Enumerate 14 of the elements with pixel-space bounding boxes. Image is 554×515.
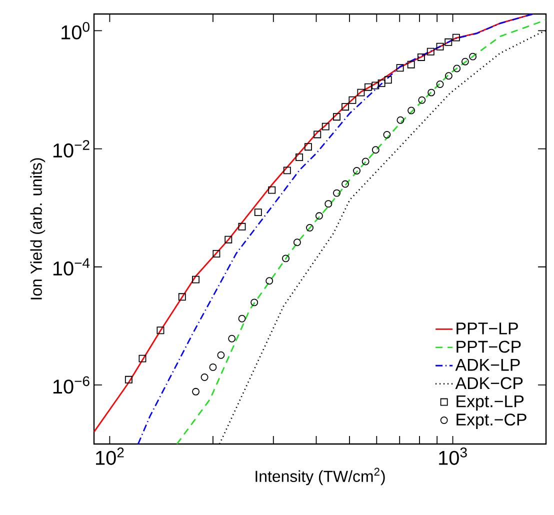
- legend-label: Expt.−CP: [456, 414, 526, 429]
- x-tick-label: 10$^{2}$: [96, 448, 124, 465]
- legend-label: ADK−LP: [455, 359, 520, 371]
- y-tick-label: 10$^{0}$: [62, 22, 90, 40]
- x-axis-title: Intensity (TW/cm$^{2}$): [256, 468, 385, 486]
- legend-label: PPT−LP: [456, 322, 518, 334]
- legend-label: ADK−CP: [455, 377, 523, 390]
- legend-label: PPT−CP: [456, 340, 521, 353]
- y-axis-title: Ion Yield (arb. units): [30, 158, 46, 300]
- legend-label: Expt.−LP: [456, 395, 524, 411]
- y-tick-label: 10$^{−4}$: [53, 258, 90, 276]
- x-tick-label: 10$^{3}$: [439, 448, 467, 465]
- y-tick-label: 10$^{−2}$: [53, 140, 90, 158]
- y-tick-label: 10$^{−6}$: [53, 376, 90, 394]
